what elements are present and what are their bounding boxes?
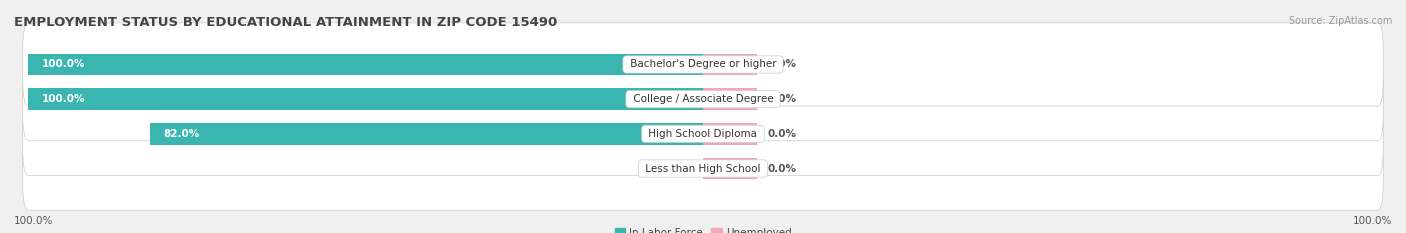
Text: 100.0%: 100.0% bbox=[14, 216, 53, 226]
Text: 82.0%: 82.0% bbox=[163, 129, 200, 139]
Text: 100.0%: 100.0% bbox=[42, 94, 86, 104]
Text: EMPLOYMENT STATUS BY EDUCATIONAL ATTAINMENT IN ZIP CODE 15490: EMPLOYMENT STATUS BY EDUCATIONAL ATTAINM… bbox=[14, 16, 557, 29]
Text: Bachelor's Degree or higher: Bachelor's Degree or higher bbox=[627, 59, 779, 69]
FancyBboxPatch shape bbox=[22, 127, 1384, 210]
Bar bbox=[703, 158, 756, 179]
Text: 100.0%: 100.0% bbox=[42, 59, 86, 69]
Text: Source: ZipAtlas.com: Source: ZipAtlas.com bbox=[1288, 16, 1392, 26]
Text: College / Associate Degree: College / Associate Degree bbox=[630, 94, 776, 104]
Text: 0.0%: 0.0% bbox=[768, 164, 796, 174]
Bar bbox=[703, 54, 756, 75]
FancyBboxPatch shape bbox=[22, 92, 1384, 175]
Text: 100.0%: 100.0% bbox=[1353, 216, 1392, 226]
Text: 0.0%: 0.0% bbox=[768, 59, 796, 69]
Bar bbox=[703, 123, 756, 145]
FancyBboxPatch shape bbox=[22, 23, 1384, 106]
Bar bbox=[703, 88, 756, 110]
Text: Less than High School: Less than High School bbox=[643, 164, 763, 174]
Text: 0.0%: 0.0% bbox=[661, 164, 689, 174]
FancyBboxPatch shape bbox=[22, 58, 1384, 141]
Legend: In Labor Force, Unemployed: In Labor Force, Unemployed bbox=[610, 224, 796, 233]
Text: 0.0%: 0.0% bbox=[768, 129, 796, 139]
Bar bbox=[28, 88, 703, 110]
Text: 0.0%: 0.0% bbox=[768, 94, 796, 104]
Bar bbox=[28, 54, 703, 75]
Text: High School Diploma: High School Diploma bbox=[645, 129, 761, 139]
Bar bbox=[149, 123, 703, 145]
